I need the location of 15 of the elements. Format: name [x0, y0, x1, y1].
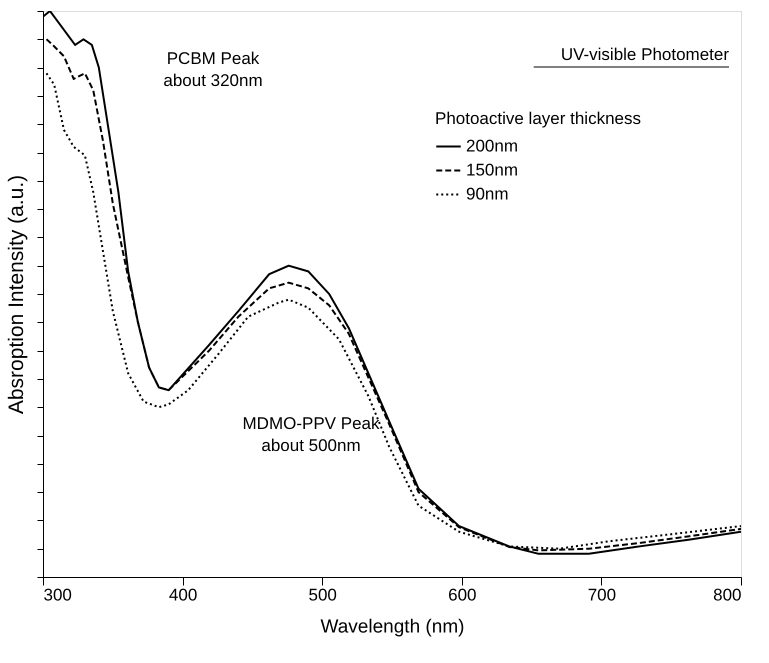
- x-tick-label: 400: [168, 586, 198, 604]
- text: UV-visible Photometer: [560, 45, 730, 64]
- legend-label: 150nm: [466, 160, 518, 180]
- x-tick-label: 700: [588, 586, 616, 604]
- legend-label: 200nm: [466, 136, 518, 156]
- legend-title: Photoactive layer thickness: [435, 109, 641, 128]
- x-tick-label: 600: [448, 586, 476, 604]
- annotation: MDMO-PPV Peak about 500nm: [242, 414, 380, 455]
- x-tick-label: 300: [44, 586, 72, 604]
- annotation: PCBM Peak about 320nm: [163, 49, 263, 90]
- y-axis-title: Absroption Intensity (a.u.): [5, 174, 28, 414]
- x-tick-label: 500: [308, 586, 337, 604]
- x-axis-title: Wavelength (nm): [320, 616, 464, 638]
- legend-label: 90nm: [466, 184, 509, 204]
- x-tick-label: 800: [713, 586, 742, 604]
